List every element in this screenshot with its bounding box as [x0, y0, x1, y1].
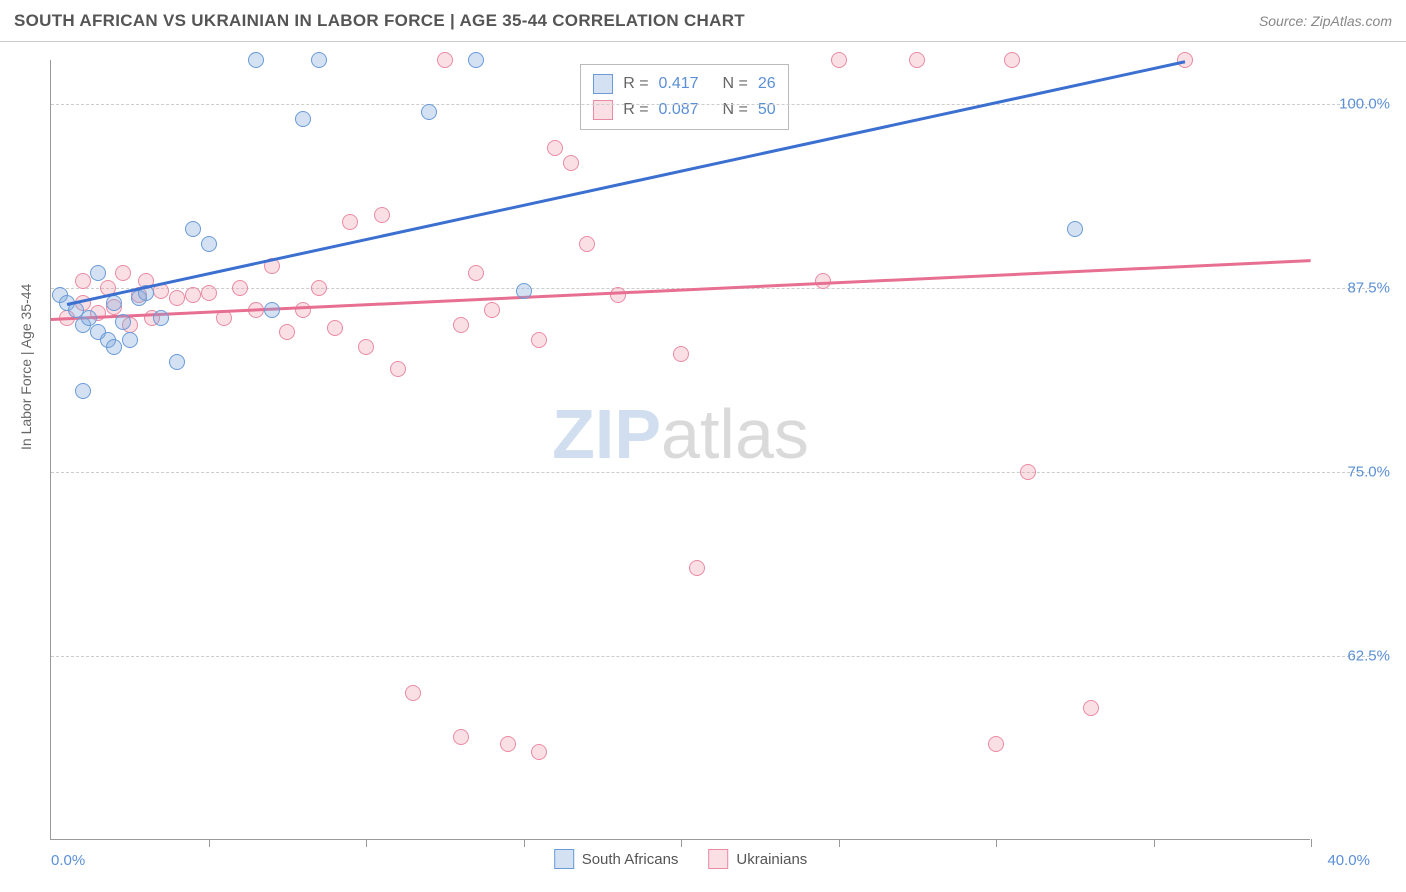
data-point [279, 324, 295, 340]
legend-swatch [593, 100, 613, 120]
chart-title: SOUTH AFRICAN VS UKRAINIAN IN LABOR FORC… [14, 11, 745, 31]
data-point [81, 310, 97, 326]
data-point [342, 214, 358, 230]
data-point [75, 273, 91, 289]
data-point [689, 560, 705, 576]
data-point [531, 332, 547, 348]
data-point [1067, 221, 1083, 237]
data-point [610, 287, 626, 303]
y-tick-label: 62.5% [1347, 648, 1390, 665]
data-point [531, 744, 547, 760]
data-point [295, 111, 311, 127]
data-point [106, 339, 122, 355]
r-label: R = [623, 97, 648, 123]
title-bar: SOUTH AFRICAN VS UKRAINIAN IN LABOR FORC… [0, 0, 1406, 42]
data-point [201, 236, 217, 252]
legend-label: South Africans [582, 851, 679, 868]
data-point [453, 729, 469, 745]
data-point [264, 302, 280, 318]
source-attribution: Source: ZipAtlas.com [1259, 13, 1392, 29]
x-tick [209, 839, 210, 847]
data-point [500, 736, 516, 752]
x-tick [681, 839, 682, 847]
y-axis-title: In Labor Force | Age 35-44 [18, 284, 34, 450]
data-point [1020, 464, 1036, 480]
legend-label: Ukrainians [736, 851, 807, 868]
x-tick [366, 839, 367, 847]
data-point [153, 310, 169, 326]
legend-item: South Africans [554, 849, 679, 869]
r-value: 0.417 [659, 71, 713, 97]
data-point [563, 155, 579, 171]
data-point [115, 265, 131, 281]
data-point [421, 104, 437, 120]
r-label: R = [623, 71, 648, 97]
data-point [295, 302, 311, 318]
x-axis-min-label: 0.0% [51, 852, 85, 869]
data-point [75, 383, 91, 399]
legend-row: R = 0.417 N = 26 [593, 71, 775, 97]
x-tick [839, 839, 840, 847]
watermark-part: atlas [661, 395, 809, 473]
data-point [201, 285, 217, 301]
data-point [1004, 52, 1020, 68]
legend-swatch [708, 849, 728, 869]
data-point [106, 295, 122, 311]
data-point [468, 52, 484, 68]
data-point [484, 302, 500, 318]
watermark-part: ZIP [552, 395, 661, 473]
x-tick [996, 839, 997, 847]
x-tick [1311, 839, 1312, 847]
correlation-legend: R = 0.417 N = 26 R = 0.087 N = 50 [580, 64, 788, 130]
legend-swatch [554, 849, 574, 869]
data-point [516, 283, 532, 299]
data-point [122, 332, 138, 348]
y-tick-label: 100.0% [1339, 96, 1390, 113]
data-point [115, 314, 131, 330]
data-point [405, 685, 421, 701]
data-point [390, 361, 406, 377]
data-point [248, 52, 264, 68]
x-axis-max-label: 40.0% [1327, 852, 1370, 869]
watermark: ZIPatlas [552, 394, 809, 474]
n-label: N = [723, 97, 748, 123]
data-point [90, 265, 106, 281]
data-point [169, 354, 185, 370]
legend-swatch [593, 74, 613, 94]
data-point [185, 287, 201, 303]
plot-area: ZIPatlas R =0.417N =26R =0.087N =50 Sout… [50, 60, 1310, 840]
data-point [468, 265, 484, 281]
x-tick [524, 839, 525, 847]
data-point [374, 207, 390, 223]
data-point [327, 320, 343, 336]
gridline [51, 472, 1370, 473]
legend-item: Ukrainians [708, 849, 807, 869]
n-label: N = [723, 71, 748, 97]
data-point [311, 52, 327, 68]
x-tick [1154, 839, 1155, 847]
r-value: 0.087 [659, 97, 713, 123]
legend-row: R = 0.087 N = 50 [593, 97, 775, 123]
data-point [185, 221, 201, 237]
data-point [358, 339, 374, 355]
data-point [831, 52, 847, 68]
data-point [1083, 700, 1099, 716]
n-value: 50 [758, 97, 776, 123]
data-point [547, 140, 563, 156]
data-point [437, 52, 453, 68]
data-point [311, 280, 327, 296]
data-point [453, 317, 469, 333]
data-point [673, 346, 689, 362]
data-point [232, 280, 248, 296]
gridline [51, 104, 1370, 105]
data-point [579, 236, 595, 252]
y-tick-label: 87.5% [1347, 280, 1390, 297]
gridline [51, 656, 1370, 657]
series-legend: South Africans Ukrainians [554, 849, 808, 869]
data-point [909, 52, 925, 68]
n-value: 26 [758, 71, 776, 97]
data-point [169, 290, 185, 306]
y-tick-label: 75.0% [1347, 464, 1390, 481]
data-point [988, 736, 1004, 752]
